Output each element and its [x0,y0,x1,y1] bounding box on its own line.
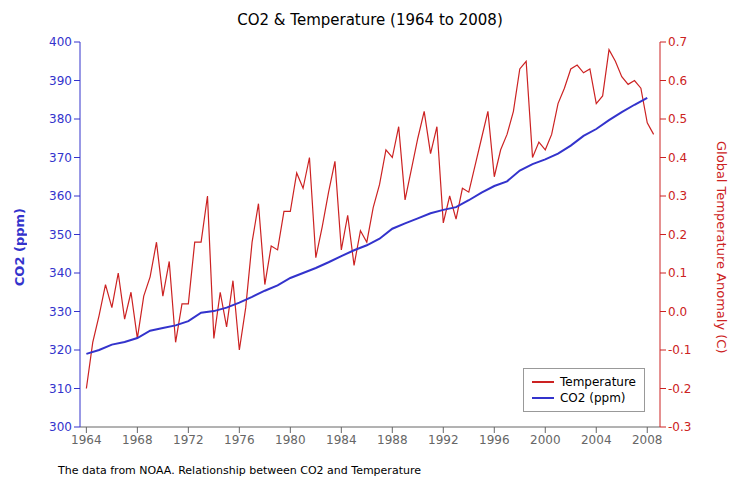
svg-text:1984: 1984 [326,433,357,447]
svg-text:0.3: 0.3 [668,189,687,203]
svg-text:2008: 2008 [632,433,663,447]
html-text:The data from NOAA. Relationsh: The data from NOAA. Relationship between… [58,464,421,477]
svg-text:340: 340 [49,266,72,280]
svg-text:370: 370 [49,151,72,165]
svg-text:0.4: 0.4 [668,151,687,165]
svg-text:2004: 2004 [581,433,612,447]
svg-text:1976: 1976 [224,433,255,447]
svg-text:0.2: 0.2 [668,228,687,242]
svg-text:0.6: 0.6 [668,74,687,88]
svg-text:300: 300 [49,420,72,434]
svg-text:380: 380 [49,112,72,126]
svg-text:330: 330 [49,305,72,319]
svg-text:0.7: 0.7 [668,35,687,49]
svg-text:350: 350 [49,228,72,242]
svg-text:1964: 1964 [71,433,102,447]
svg-text:390: 390 [49,74,72,88]
svg-text:0.0: 0.0 [668,305,687,319]
svg-text:400: 400 [49,35,72,49]
svg-text:1996: 1996 [479,433,510,447]
svg-text:360: 360 [49,189,72,203]
svg-text:310: 310 [49,382,72,396]
html-text:CO2 (ppm): CO2 (ppm) [560,391,626,405]
svg-text:1988: 1988 [377,433,408,447]
svg-text:-0.2: -0.2 [668,382,691,396]
svg-text:-0.3: -0.3 [668,420,691,434]
html-text:Global Temperature Anomaly (C): Global Temperature Anomaly (C) [713,140,729,354]
html-text:CO2 (ppm): CO2 (ppm) [11,207,27,287]
svg-text:0.1: 0.1 [668,266,687,280]
svg-text:-0.1: -0.1 [668,343,691,357]
svg-text:1980: 1980 [275,433,306,447]
svg-text:1992: 1992 [428,433,459,447]
html-text:Temperature: Temperature [560,375,636,389]
svg-text:320: 320 [49,343,72,357]
svg-text:2000: 2000 [530,433,561,447]
html-text:CO2 & Temperature (1964 to 200: CO2 & Temperature (1964 to 2008) [237,11,503,29]
svg-text:0.5: 0.5 [668,112,687,126]
svg-text:1968: 1968 [122,433,153,447]
svg-text:1972: 1972 [173,433,204,447]
